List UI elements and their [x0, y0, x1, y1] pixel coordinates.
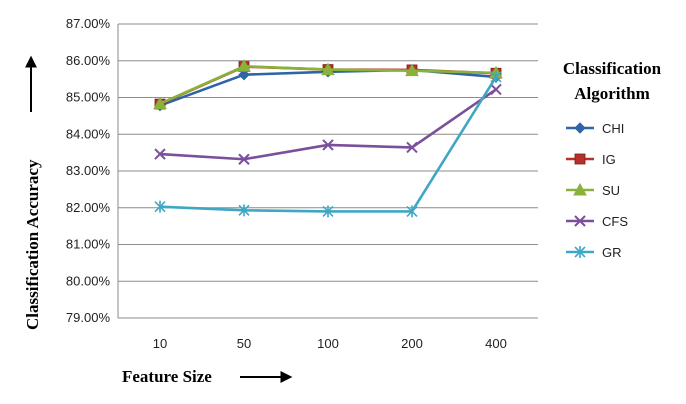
y-tick-label: 79.00%	[66, 310, 111, 325]
series-cfs	[154, 83, 502, 165]
x-tick-label: 100	[317, 336, 339, 351]
x-tick-label: 400	[485, 336, 507, 351]
y-tick-label: 87.00%	[66, 16, 111, 31]
data-point-cfs	[406, 141, 418, 154]
y-tick-label: 83.00%	[66, 163, 111, 178]
y-tick-label: 80.00%	[66, 273, 111, 288]
series-lines	[153, 59, 503, 218]
data-point-gr	[322, 205, 334, 218]
series-gr	[154, 70, 502, 218]
data-point-cfs	[154, 148, 166, 160]
y-axis-tick-labels: 79.00% 80.00% 81.00% 82.00% 83.00% 84.00% 85.0…	[66, 16, 111, 325]
legend-label-cfs: CFS	[602, 214, 628, 229]
y-tick-label: 82.00%	[66, 200, 111, 215]
data-point-cfs	[238, 153, 250, 165]
legend-marker-chi	[574, 122, 586, 134]
x-axis-title: Feature Size	[122, 367, 212, 386]
legend-item-gr: GR	[566, 245, 622, 260]
legend: CHI IG SU CFS GR	[566, 121, 628, 260]
data-point-gr	[238, 204, 250, 217]
x-tick-label: 50	[237, 336, 251, 351]
y-tick-label: 85.00%	[66, 90, 111, 105]
y-tick-label: 81.00%	[66, 237, 111, 252]
legend-label-gr: GR	[602, 245, 622, 260]
data-point-chi	[238, 69, 250, 81]
data-point-gr	[490, 70, 502, 83]
legend-item-su: SU	[566, 182, 620, 198]
series-su	[153, 59, 503, 110]
x-tick-label: 10	[153, 336, 167, 351]
y-tick-label: 84.00%	[66, 126, 111, 141]
data-point-cfs	[490, 83, 502, 96]
legend-label-chi: CHI	[602, 121, 624, 136]
legend-marker-su	[573, 182, 587, 196]
y-axis-title: Classification Accuracy	[23, 159, 42, 330]
data-point-gr	[406, 205, 418, 218]
data-point-su	[321, 62, 335, 76]
data-point-su	[237, 59, 251, 72]
legend-item-chi: CHI	[566, 121, 624, 136]
legend-title-line-1: Classification	[563, 59, 662, 78]
legend-marker-gr	[574, 246, 586, 258]
legend-title-line-2: Algorithm	[574, 84, 650, 103]
series-line-cfs	[159, 88, 497, 161]
x-axis-tick-labels: 10 50 100 200 400	[153, 336, 507, 351]
legend-label-ig: IG	[602, 152, 616, 167]
legend-marker-ig	[574, 153, 586, 165]
data-point-su	[153, 96, 167, 110]
data-point-su	[405, 63, 419, 77]
data-point-cfs	[322, 139, 334, 151]
data-point-gr	[154, 200, 166, 213]
x-tick-label: 200	[401, 336, 423, 351]
legend-item-ig: IG	[566, 152, 616, 167]
y-tick-label: 86.00%	[66, 53, 111, 68]
legend-marker-cfs	[574, 215, 586, 227]
legend-label-su: SU	[602, 183, 620, 198]
legend-item-cfs: CFS	[566, 214, 628, 229]
